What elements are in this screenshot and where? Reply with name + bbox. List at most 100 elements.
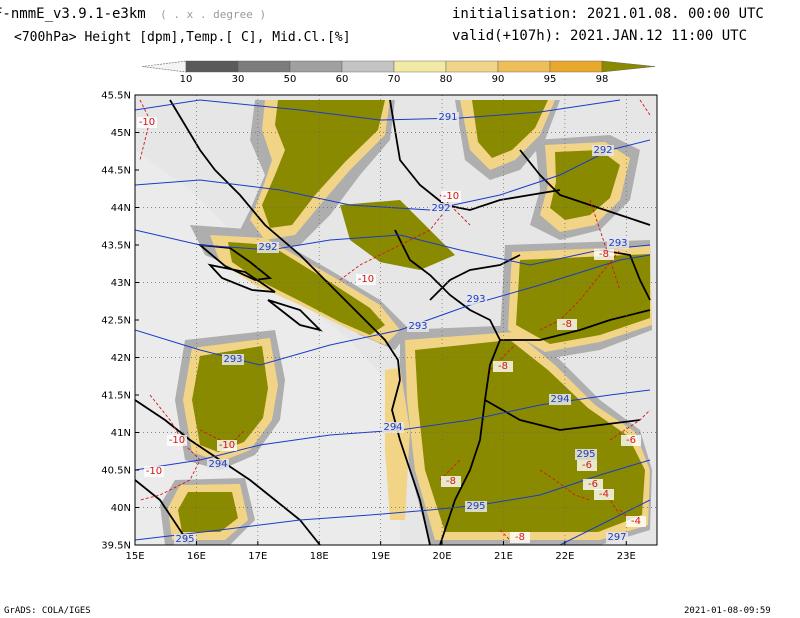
height-label-bg [257, 242, 279, 253]
product-title: <700hPa> Height [dpm],Temp.[ C], Mid.Cl.… [14, 30, 351, 45]
temp-label-bg [594, 489, 614, 500]
height-contour-label: 292 [593, 145, 612, 156]
height-label-bg [382, 422, 404, 433]
colorbar-swatch [445, 60, 499, 73]
grid-spec: ( . x . degree ) [160, 8, 267, 21]
colorbar-swatch [497, 60, 551, 73]
temp-contour-label: -6 [582, 460, 592, 471]
latitude-labels: 45.5N 45N 44.5N 44N 43.5N 43N 42.5N 42N 41.5N 41N… [101, 91, 139, 552]
init-time: initialisation: 2021.01.08. 00:00 UTC [452, 6, 764, 22]
temp-label-bg [441, 476, 461, 487]
height-label-bg [407, 321, 429, 332]
height-contour-label: 292 [431, 203, 450, 214]
height-label-bg [606, 532, 628, 543]
height-contour-label: 293 [466, 294, 485, 305]
colorbar-label: 50 [284, 74, 297, 85]
temp-label-bg [583, 479, 603, 490]
height-label-bg [465, 294, 487, 305]
model-title: F-nmmE_v3.9.1-e3km ( . x . degree ) [0, 6, 266, 22]
lon-tick-label: 20E [433, 551, 452, 562]
lat-tick-label: 41N [111, 428, 131, 439]
lat-tick-label: 43N [111, 278, 131, 289]
temp-label-bg [626, 516, 646, 527]
temp-label-bg [441, 191, 461, 202]
valid-time: valid(+107h): 2021.JAN.12 11:00 UTC [452, 28, 748, 44]
temp-contour-label: -10 [443, 191, 459, 202]
temp-contour-label: -6 [626, 435, 636, 446]
colorbar-swatch [549, 60, 603, 73]
temp-label-bg [137, 117, 157, 128]
colorbar-label: 70 [388, 74, 401, 85]
height-contour-label: 293 [223, 354, 242, 365]
height-contour-label: 293 [608, 238, 627, 249]
lat-tick-label: 40.5N [101, 466, 131, 477]
lat-tick-label: 43.5N [101, 241, 131, 252]
height-contour-label: 293 [408, 321, 427, 332]
colorbar-swatch [393, 60, 447, 73]
lat-tick-label: 42N [111, 353, 131, 364]
temp-label-bg [356, 274, 376, 285]
lon-tick-label: 21E [494, 551, 513, 562]
temp-label-bg [621, 435, 641, 446]
lon-tick-label: 16E [187, 551, 206, 562]
height-label-bg [174, 534, 196, 545]
height-contour-label: 295 [576, 449, 595, 460]
temp-contour-label: -10 [139, 117, 155, 128]
temp-contour-label: -10 [219, 440, 235, 451]
height-label-bg [222, 354, 244, 365]
height-label-bg [465, 501, 487, 512]
footer-timestamp: 2021-01-08-09:59 [684, 606, 771, 616]
height-contour-label: 294 [208, 459, 227, 470]
height-contour-label: 295 [466, 501, 485, 512]
colorbar-label: 95 [544, 74, 557, 85]
height-label-bg [575, 449, 597, 460]
height-label-bg [437, 112, 459, 123]
colorbar-label: 60 [336, 74, 349, 85]
temp-label-bg [577, 460, 597, 471]
height-contour-label: 297 [607, 532, 626, 543]
colorbar: 10 30 50 60 70 80 90 95 98 [141, 60, 656, 85]
height-contour-label: 292 [258, 242, 277, 253]
footer-software: GrADS: COLA/IGES [4, 606, 91, 616]
temp-contour-label: -6 [588, 479, 598, 490]
lon-tick-label: 19E [371, 551, 390, 562]
lon-tick-label: 15E [125, 551, 144, 562]
temp-label-bg [217, 440, 237, 451]
height-label-bg [592, 145, 614, 156]
height-label-bg [207, 459, 229, 470]
lat-tick-label: 41.5N [101, 391, 131, 402]
temp-contour-label: -8 [446, 476, 456, 487]
lat-tick-label: 42.5N [101, 316, 131, 327]
lat-tick-label: 44.5N [101, 166, 131, 177]
height-contour-label: 294 [383, 422, 402, 433]
colorbar-label: 30 [232, 74, 245, 85]
colorbar-low-arrow [141, 60, 187, 73]
lon-tick-label: 23E [617, 551, 636, 562]
temp-contour-label: -8 [498, 361, 508, 372]
lat-tick-label: 40N [111, 503, 131, 514]
height-label-layer: 291 292 292 292 293 293 293 293 294 294 294 295 295 2… [174, 112, 629, 545]
temp-label-bg [557, 319, 577, 330]
lat-tick-label: 45N [111, 128, 131, 139]
lon-tick-label: 17E [248, 551, 267, 562]
colorbar-swatch [185, 60, 239, 73]
colorbar-label: 90 [492, 74, 505, 85]
colorbar-label: 10 [180, 74, 193, 85]
height-label-bg [549, 394, 571, 405]
temp-contour-label: -10 [146, 466, 162, 477]
height-label-bg [607, 238, 629, 249]
lat-tick-label: 39.5N [101, 541, 131, 552]
height-contour-label: 295 [175, 534, 194, 545]
lon-tick-label: 18E [310, 551, 329, 562]
cloud-98-layer [178, 100, 650, 532]
temp-label-bg [594, 249, 614, 260]
longitude-labels: 15E 16E 17E 18E 19E 20E 21E 22E 23E [125, 541, 636, 562]
height-label-bg [430, 203, 452, 214]
temp-contour-label: -10 [169, 435, 185, 446]
colorbar-label: 80 [440, 74, 453, 85]
lat-tick-label: 44N [111, 203, 131, 214]
temp-label-bg [167, 435, 187, 446]
temp-contour-label: -4 [631, 516, 641, 527]
temp-contour-label: -10 [358, 274, 374, 285]
